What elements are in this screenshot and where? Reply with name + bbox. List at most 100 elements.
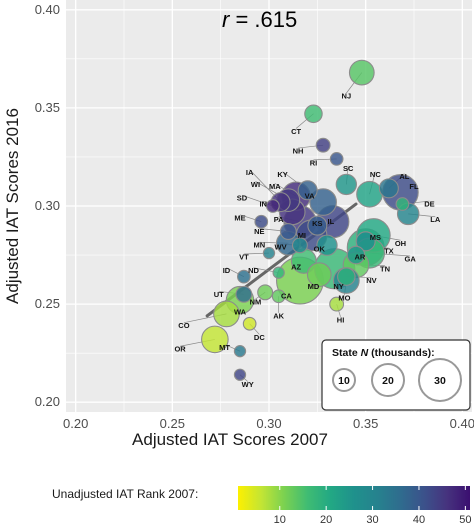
data-point-vt <box>262 246 276 260</box>
x-tick-label: 0.20 <box>63 416 88 431</box>
state-label-wy: WY <box>242 380 254 389</box>
state-label-la: LA <box>430 215 441 224</box>
state-label-hi: HI <box>337 315 345 324</box>
state-label-pa: PA <box>274 215 284 224</box>
state-label-de: DE <box>424 200 434 209</box>
state-label-mn: MN <box>253 241 265 250</box>
state-label-in: IN <box>259 200 267 209</box>
data-point-ok <box>316 234 338 256</box>
colorbar <box>238 486 470 510</box>
y-tick-label: 0.25 <box>35 296 60 311</box>
data-point-wy <box>233 368 247 381</box>
size-legend-circle-30 <box>418 358 462 402</box>
data-point-or <box>201 325 229 354</box>
size-legend-label-30: 30 <box>434 375 446 387</box>
state-label-oh: OH <box>395 239 406 248</box>
data-point-al <box>378 178 399 199</box>
state-label-al: AL <box>399 172 409 181</box>
data-points <box>201 59 420 381</box>
state-label-ca: CA <box>281 292 292 301</box>
state-label-sd: SD <box>237 194 248 203</box>
state-label-tn: TN <box>380 264 390 273</box>
state-label-ne: NE <box>254 227 264 236</box>
data-point-nc <box>356 180 383 208</box>
data-point-ri <box>329 152 344 166</box>
state-label-ga: GA <box>405 254 417 263</box>
x-tick-label: 0.35 <box>353 416 378 431</box>
state-label-ny: NY <box>333 282 343 291</box>
state-label-co: CO <box>178 321 189 330</box>
x-axis-title: Adjusted IAT Scores 2007 <box>132 430 328 449</box>
y-tick-label: 0.35 <box>35 100 60 115</box>
state-label-nv: NV <box>366 276 376 285</box>
state-label-mo: MO <box>338 294 350 303</box>
state-label-or: OR <box>174 345 186 354</box>
size-legend-label-10: 10 <box>338 375 350 387</box>
state-label-wa: WA <box>234 307 247 316</box>
state-label-ma: MA <box>269 182 281 191</box>
colorbar-tick-label: 10 <box>274 514 286 526</box>
data-point-sc <box>335 173 358 196</box>
data-point-me <box>254 214 269 229</box>
data-point-md <box>306 262 332 288</box>
state-label-ms: MS <box>370 233 381 242</box>
x-tick-label: 0.40 <box>450 416 474 431</box>
size-legend-circle-10 <box>332 368 356 392</box>
colorbar-tick-label: 20 <box>320 514 332 526</box>
data-point-hi <box>329 296 345 312</box>
y-tick-label: 0.20 <box>35 394 60 409</box>
r-symbol: r <box>222 7 231 32</box>
state-label-sc: SC <box>343 164 354 173</box>
r-value: = .615 <box>229 7 297 32</box>
x-tick-label: 0.25 <box>160 416 185 431</box>
data-point-ms <box>355 231 376 252</box>
data-point-va <box>309 188 337 216</box>
state-label-nm: NM <box>250 298 262 307</box>
state-label-vt: VT <box>239 253 249 262</box>
size-legend-label-20: 20 <box>382 375 394 387</box>
data-point-ky <box>297 180 318 201</box>
data-point-ut <box>235 285 253 303</box>
colorbar-tick-label: 40 <box>413 514 425 526</box>
state-label-fl: FL <box>409 182 419 191</box>
data-point-nj <box>348 59 375 86</box>
colorbar-label: Unadjusted IAT Rank 2007: <box>52 487 198 501</box>
state-label-wv: WV <box>275 243 287 252</box>
data-point-wv <box>291 237 308 254</box>
state-label-ut: UT <box>214 290 224 299</box>
state-label-ar: AR <box>354 253 365 262</box>
axis-ticks: 0.20 0.25 0.30 0.35 0.40 0.20 0.25 0.30 0.35 0.40 <box>35 2 474 431</box>
y-tick-label: 0.30 <box>35 198 60 213</box>
size-legend: State N (thousands): 10 20 30 <box>321 339 471 411</box>
data-point-ak <box>271 289 286 304</box>
state-label-tx: TX <box>384 247 394 256</box>
state-label-nj: NJ <box>342 92 352 101</box>
state-label-ri: RI <box>310 158 318 167</box>
data-point-nm <box>257 284 274 301</box>
state-label-dc: DC <box>254 333 265 342</box>
data-point-sd <box>266 199 280 213</box>
state-label-ks: KS <box>312 219 322 228</box>
state-label-ia: IA <box>246 168 254 177</box>
state-label-az: AZ <box>291 262 301 271</box>
y-axis-title: Adjusted IAT Scores 2016 <box>3 108 22 304</box>
data-point-co <box>213 300 240 328</box>
state-label-il: IL <box>328 217 335 226</box>
data-point-nh <box>315 137 331 153</box>
state-label-mi: MI <box>298 231 306 240</box>
data-point-nd <box>272 266 285 279</box>
data-point-ct <box>304 104 323 124</box>
state-label-mt: MT <box>219 343 230 352</box>
state-label-me: ME <box>234 213 245 222</box>
data-point-ar <box>346 245 366 265</box>
data-point-nv <box>337 267 356 286</box>
data-point-ne <box>279 223 297 240</box>
state-label-ct: CT <box>291 127 301 136</box>
state-label-ky: KY <box>277 170 287 179</box>
state-label-va: VA <box>305 192 315 201</box>
state-label-ak: AK <box>273 311 284 320</box>
colorbar-tick-label: 50 <box>459 514 471 526</box>
